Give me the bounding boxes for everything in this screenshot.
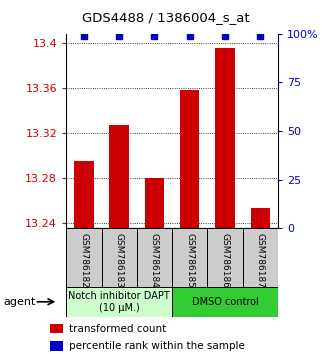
Text: GSM786182: GSM786182 <box>79 233 88 288</box>
Bar <box>50 341 63 351</box>
Text: GSM786186: GSM786186 <box>220 233 230 288</box>
Text: agent: agent <box>3 297 36 307</box>
Text: Notch inhibitor DAPT
(10 μM.): Notch inhibitor DAPT (10 μM.) <box>68 291 170 313</box>
Bar <box>145 178 164 228</box>
Bar <box>251 208 270 228</box>
Bar <box>50 324 63 333</box>
Bar <box>137 228 172 287</box>
Text: transformed count: transformed count <box>69 324 166 333</box>
Bar <box>208 228 243 287</box>
Text: GSM786184: GSM786184 <box>150 233 159 288</box>
Bar <box>74 161 94 228</box>
Bar <box>243 228 278 287</box>
Bar <box>172 287 278 317</box>
Bar <box>110 125 129 228</box>
Text: DMSO control: DMSO control <box>192 297 259 307</box>
Bar <box>66 228 102 287</box>
Bar <box>66 287 172 317</box>
Text: GSM786187: GSM786187 <box>256 233 265 288</box>
Text: GSM786183: GSM786183 <box>115 233 124 288</box>
Bar <box>172 228 208 287</box>
Text: percentile rank within the sample: percentile rank within the sample <box>69 341 245 351</box>
Text: GSM786185: GSM786185 <box>185 233 194 288</box>
Bar <box>215 48 235 228</box>
Bar <box>180 90 200 228</box>
Text: GDS4488 / 1386004_s_at: GDS4488 / 1386004_s_at <box>82 11 249 24</box>
Bar <box>102 228 137 287</box>
